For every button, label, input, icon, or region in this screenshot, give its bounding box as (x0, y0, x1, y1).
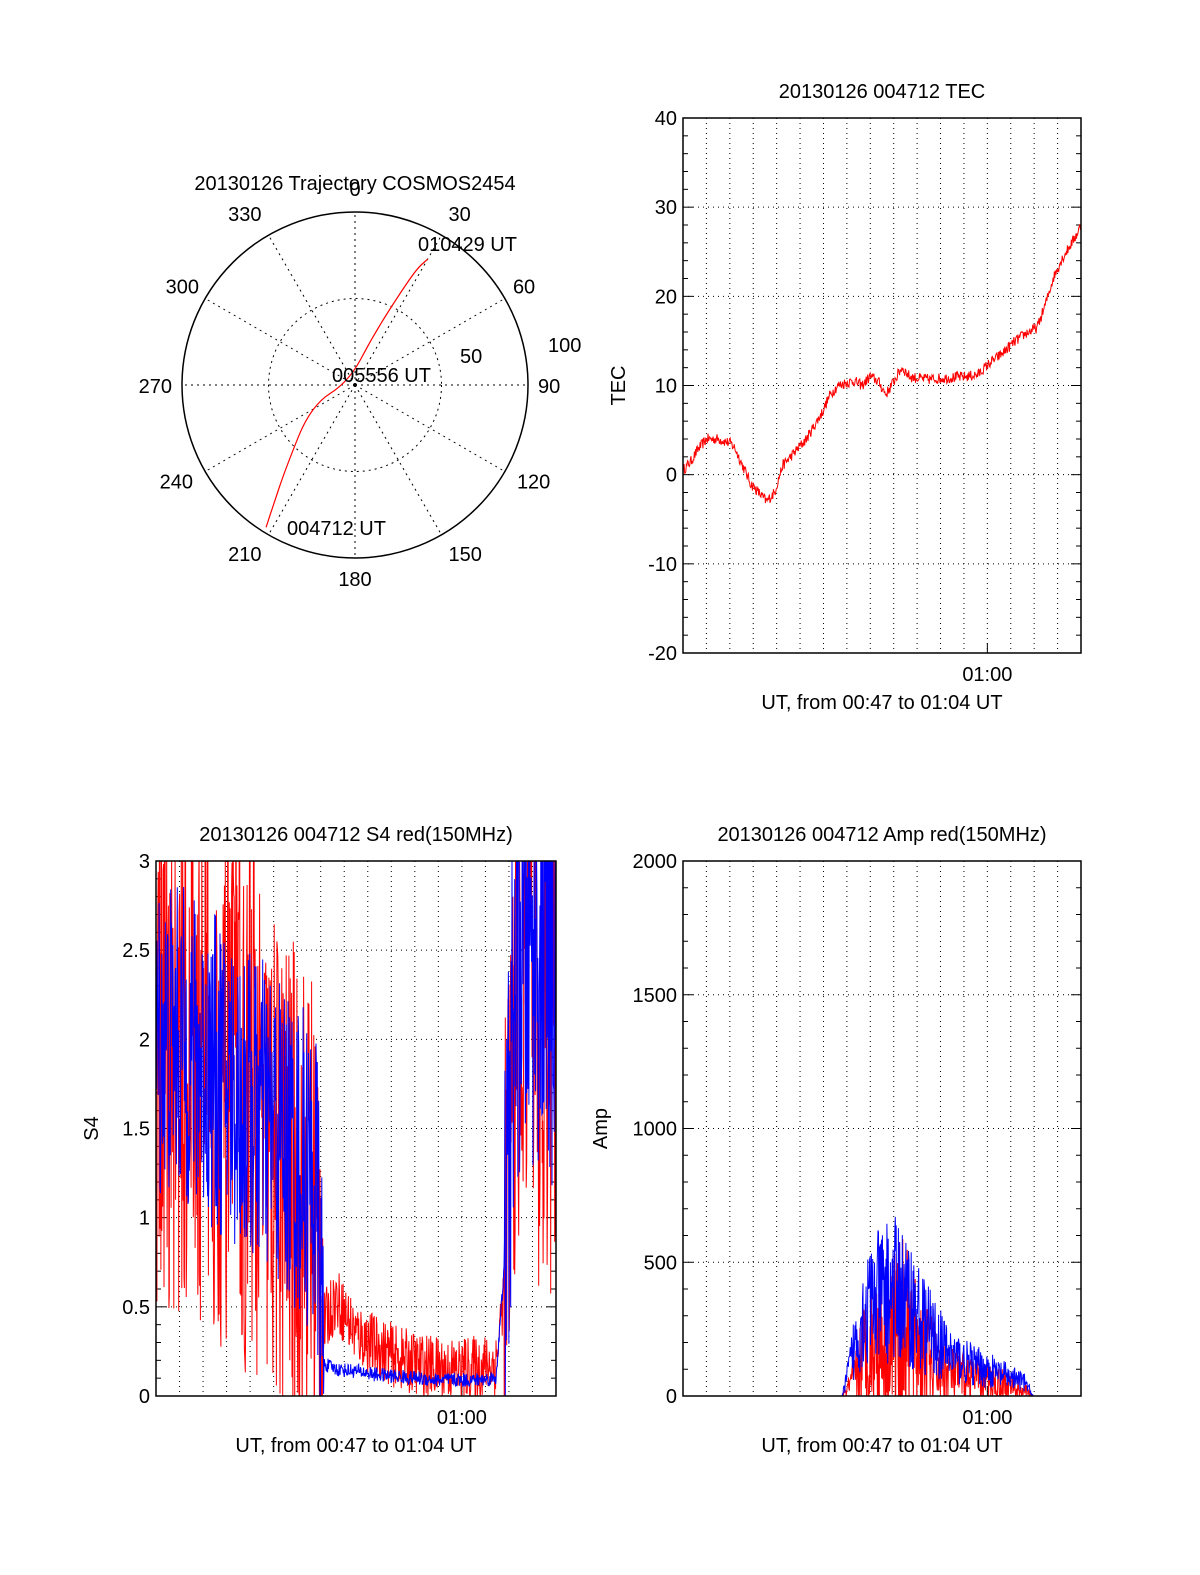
plot-frame (155, 860, 557, 1397)
y-tick-label: 2 (139, 1029, 150, 1051)
polar-grid-ring (268, 298, 442, 472)
amp-chart: 20130126 004712 Amp red(150MHz) 2000 1500 1… (590, 824, 1082, 1457)
y-tick-label: 1 (139, 1208, 150, 1230)
angle-label-90: 90 (538, 376, 560, 398)
angle-label-210: 210 (228, 544, 261, 566)
angle-label-60: 60 (513, 277, 535, 299)
x-tick-label: 01:00 (437, 1407, 487, 1429)
series-line-1 (156, 861, 556, 1396)
y-tick-label: -20 (648, 643, 677, 665)
annotation-mid-time: 005556 UT (332, 365, 431, 387)
trajectory-line (265, 258, 429, 528)
x-tick-label: 01:00 (962, 664, 1012, 686)
angle-label-240: 240 (160, 472, 193, 494)
tec-chart: 20130126 004712 TEC 40 30 20 10 0 -10 -20 01:00 U… (608, 81, 1082, 714)
y-tick-label: 30 (655, 197, 677, 219)
angle-label-300: 300 (166, 277, 199, 299)
polar-spoke (354, 298, 506, 386)
y-tick-label: 1.5 (122, 1119, 150, 1141)
polar-spoke (354, 384, 442, 536)
chart-title: 20130126 004712 Amp red(150MHz) (717, 824, 1046, 846)
chart-title: 20130126 004712 TEC (779, 81, 985, 103)
angle-label-150: 150 (449, 544, 482, 566)
angle-label-180: 180 (338, 569, 371, 591)
x-axis-label: UT, from 00:47 to 01:04 UT (761, 692, 1002, 714)
annotation-start-time: 004712 UT (287, 518, 386, 540)
y-axis-label: Amp (590, 1108, 612, 1149)
y-tick-label: 2000 (633, 851, 678, 873)
x-axis-label: UT, from 00:47 to 01:04 UT (761, 1435, 1002, 1457)
plot-frame (682, 860, 1082, 1397)
s4-chart: 20130126 004712 S4 red(150MHz) 3 2.5 2 1.5 1 0… (81, 824, 557, 1457)
polar-spoke (204, 384, 356, 472)
x-axis-label: UT, from 00:47 to 01:04 UT (235, 1435, 476, 1457)
y-tick-label: 1500 (633, 985, 678, 1007)
series-line-0 (683, 224, 1081, 504)
y-tick-label: 500 (644, 1252, 677, 1274)
chart-title: 20130126 Trajectory COSMOS2454 (194, 173, 515, 195)
y-axis-label: S4 (81, 1116, 103, 1140)
y-tick-label: 40 (655, 108, 677, 130)
y-tick-label: 3 (139, 851, 150, 873)
annotation-end-time: 010429 UT (418, 234, 517, 256)
y-tick-label: 0.5 (122, 1297, 150, 1319)
angle-label-120: 120 (517, 472, 550, 494)
y-tick-label: 10 (655, 376, 677, 398)
y-tick-label: 0 (139, 1386, 150, 1408)
plot-frame (682, 117, 1082, 654)
angle-label-30: 30 (449, 204, 471, 226)
polar-spoke (268, 234, 356, 386)
x-tick-label: 01:00 (962, 1407, 1012, 1429)
y-tick-label: 0 (666, 465, 677, 487)
y-tick-label: 1000 (633, 1119, 678, 1141)
polar-spoke (204, 298, 356, 386)
y-axis-label: TEC (608, 366, 630, 406)
angle-label-330: 330 (228, 204, 261, 226)
polar-outer-ring (181, 211, 529, 559)
radial-label-50: 50 (460, 346, 482, 368)
radial-label-100: 100 (548, 335, 581, 357)
chart-title: 20130126 004712 S4 red(150MHz) (199, 824, 513, 846)
polar-spoke (354, 384, 506, 472)
y-tick-label: 20 (655, 286, 677, 308)
angle-label-0: 0 (349, 179, 360, 201)
polar-spoke (268, 384, 356, 536)
polar-spoke (354, 234, 442, 386)
y-tick-label: 0 (666, 1386, 677, 1408)
y-tick-label: 2.5 (122, 940, 150, 962)
series-line-1 (683, 1216, 1081, 1396)
angle-label-270: 270 (139, 376, 172, 398)
y-tick-label: -10 (648, 554, 677, 576)
